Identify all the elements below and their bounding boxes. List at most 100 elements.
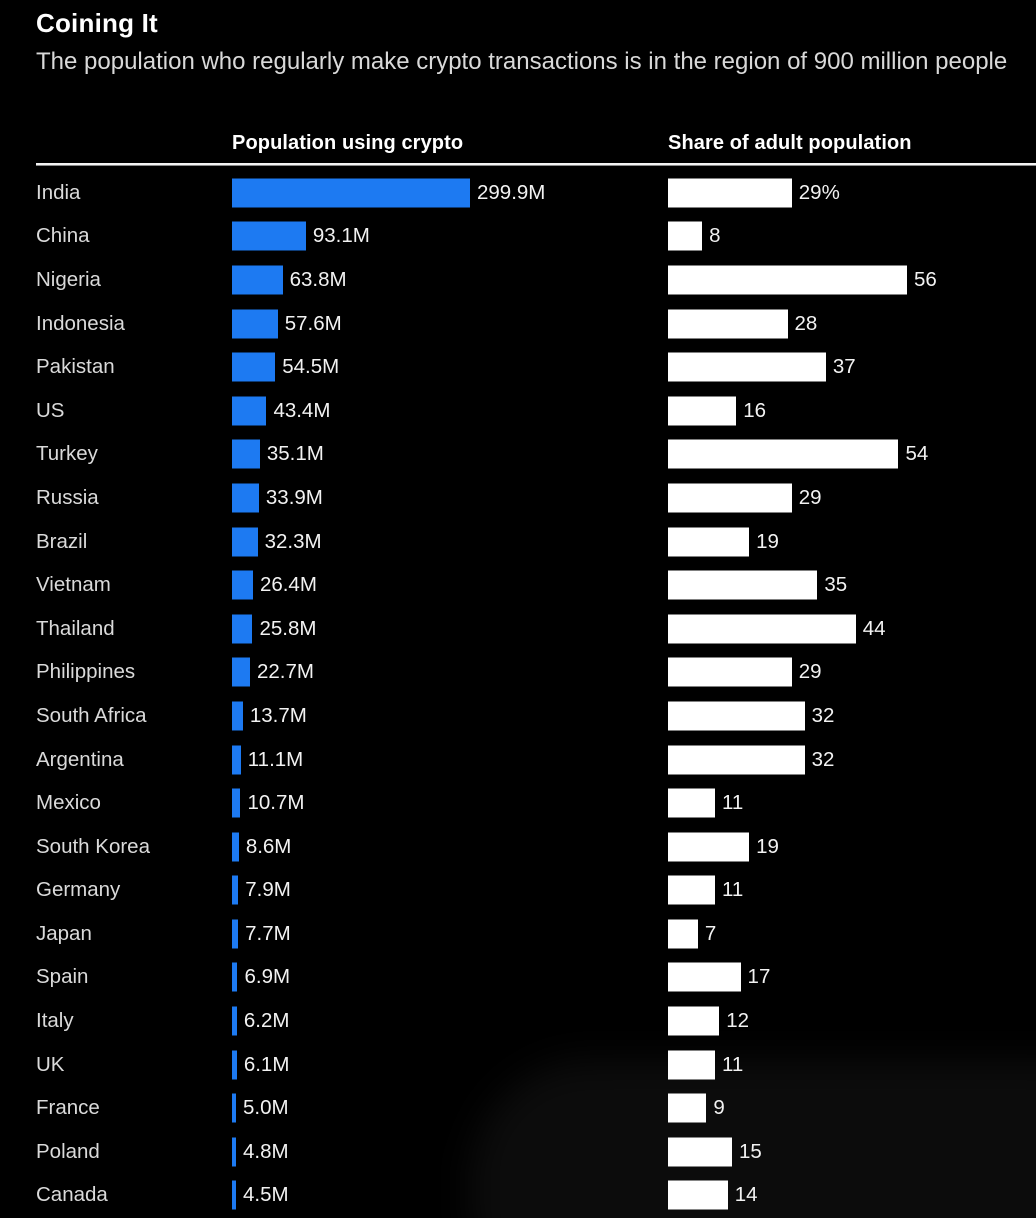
population-value-label: 6.9M: [244, 965, 291, 989]
country-label: China: [36, 224, 90, 248]
population-value-label: 7.7M: [245, 921, 291, 945]
population-value-label: 13.7M: [249, 703, 307, 727]
chart-row: Japan 7.7M 7: [0, 912, 1036, 956]
country-label: Argentina: [36, 747, 124, 771]
share-bar: [668, 657, 792, 687]
population-bar: [232, 396, 267, 426]
country-label: Thailand: [36, 616, 115, 640]
share-bar: [668, 1093, 707, 1123]
population-value-label: 57.6M: [284, 311, 342, 335]
population-bar: [232, 1050, 237, 1080]
header-divider: [36, 163, 1036, 166]
share-value-label: 54: [905, 442, 929, 466]
population-bar: [232, 1137, 236, 1167]
country-label: Mexico: [36, 791, 101, 815]
chart-row: Mexico 10.7M 11: [0, 781, 1036, 825]
share-bar: [668, 614, 856, 644]
share-bar: [668, 745, 805, 775]
population-value-label: 43.4M: [273, 398, 331, 422]
share-bar: [668, 875, 715, 905]
share-value-label: 14: [734, 1183, 758, 1207]
population-bar: [232, 1006, 237, 1036]
chart-row: Argentina 11.1M 32: [0, 738, 1036, 782]
country-label: Nigeria: [36, 267, 101, 291]
population-bar: [232, 701, 243, 731]
chart-row: South Korea 8.6M 19: [0, 825, 1036, 869]
chart-row: Poland 4.8M 15: [0, 1130, 1036, 1174]
country-label: Germany: [36, 878, 121, 902]
share-bar: [668, 570, 818, 600]
chart-title: Coining It: [36, 8, 158, 38]
population-bar: [232, 657, 250, 687]
population-bar: [232, 178, 470, 208]
country-label: Vietnam: [36, 573, 111, 597]
share-value-label: 32: [811, 703, 835, 727]
population-value-label: 299.9M: [477, 180, 546, 204]
share-value-label: 29%: [798, 180, 840, 204]
country-label: Spain: [36, 965, 89, 989]
country-label: Pakistan: [36, 355, 115, 379]
population-value-label: 5.0M: [243, 1096, 289, 1120]
population-value-label: 33.9M: [265, 485, 323, 509]
population-value-label: 11.1M: [247, 747, 304, 771]
population-bar: [232, 788, 241, 818]
country-label: Philippines: [36, 660, 136, 684]
share-value-label: 19: [756, 529, 779, 553]
share-value-label: 9: [713, 1096, 725, 1120]
share-value-label: 28: [794, 311, 818, 335]
chart-row: Philippines 22.7M 29: [0, 651, 1036, 695]
population-bar: [232, 962, 238, 992]
share-bar: [668, 265, 907, 295]
population-bar: [232, 570, 253, 600]
share-bar: [668, 919, 698, 949]
country-label: Italy: [36, 1009, 74, 1033]
country-label: UK: [36, 1052, 65, 1076]
share-value-label: 11: [721, 791, 744, 815]
population-value-label: 63.8M: [289, 267, 347, 291]
chart-row: Indonesia 57.6M 28: [0, 302, 1036, 346]
share-value-label: 56: [914, 267, 937, 291]
population-bar: [232, 745, 241, 775]
population-bar: [232, 439, 260, 469]
share-value-label: 16: [743, 398, 767, 422]
share-value-label: 19: [756, 834, 779, 858]
country-label: Brazil: [36, 529, 88, 553]
population-bar: [232, 875, 239, 905]
column-header-population: Population using crypto: [232, 132, 464, 154]
share-value-label: 29: [798, 485, 822, 509]
share-value-label: 32: [811, 747, 835, 771]
chart-row: Vietnam 26.4M 35: [0, 563, 1036, 607]
share-bar: [668, 701, 805, 731]
population-bar: [232, 221, 306, 251]
population-bar: [232, 265, 283, 295]
chart-row: Italy 6.2M 12: [0, 999, 1036, 1043]
population-bar: [232, 1093, 236, 1123]
country-label: South Korea: [36, 834, 150, 858]
population-bar: [232, 527, 258, 557]
population-bar: [232, 483, 259, 513]
population-value-label: 25.8M: [259, 616, 317, 640]
population-value-label: 6.1M: [243, 1052, 290, 1076]
share-bar: [668, 1006, 720, 1036]
population-value-label: 32.3M: [264, 529, 322, 553]
chart-row: Canada 4.5M 14: [0, 1174, 1036, 1218]
population-bar: [232, 309, 278, 339]
chart-row: Brazil 32.3M 19: [0, 520, 1036, 564]
country-label: US: [36, 398, 65, 422]
share-value-label: 11: [721, 1052, 744, 1076]
share-bar: [668, 221, 703, 251]
country-label: Poland: [36, 1139, 100, 1163]
chart-row: US 43.4M 16: [0, 389, 1036, 433]
population-value-label: 6.2M: [243, 1009, 290, 1033]
country-label: Russia: [36, 485, 99, 509]
country-label: Canada: [36, 1183, 108, 1207]
share-value-label: 35: [824, 573, 848, 597]
population-value-label: 4.5M: [243, 1183, 289, 1207]
chart-row: Thailand 25.8M 44: [0, 607, 1036, 651]
background-artifact: [470, 1060, 1036, 1218]
share-value-label: 11: [721, 878, 744, 902]
share-bar: [668, 309, 788, 339]
chart-row: China 93.1M 8: [0, 215, 1036, 259]
country-label: Indonesia: [36, 311, 125, 335]
